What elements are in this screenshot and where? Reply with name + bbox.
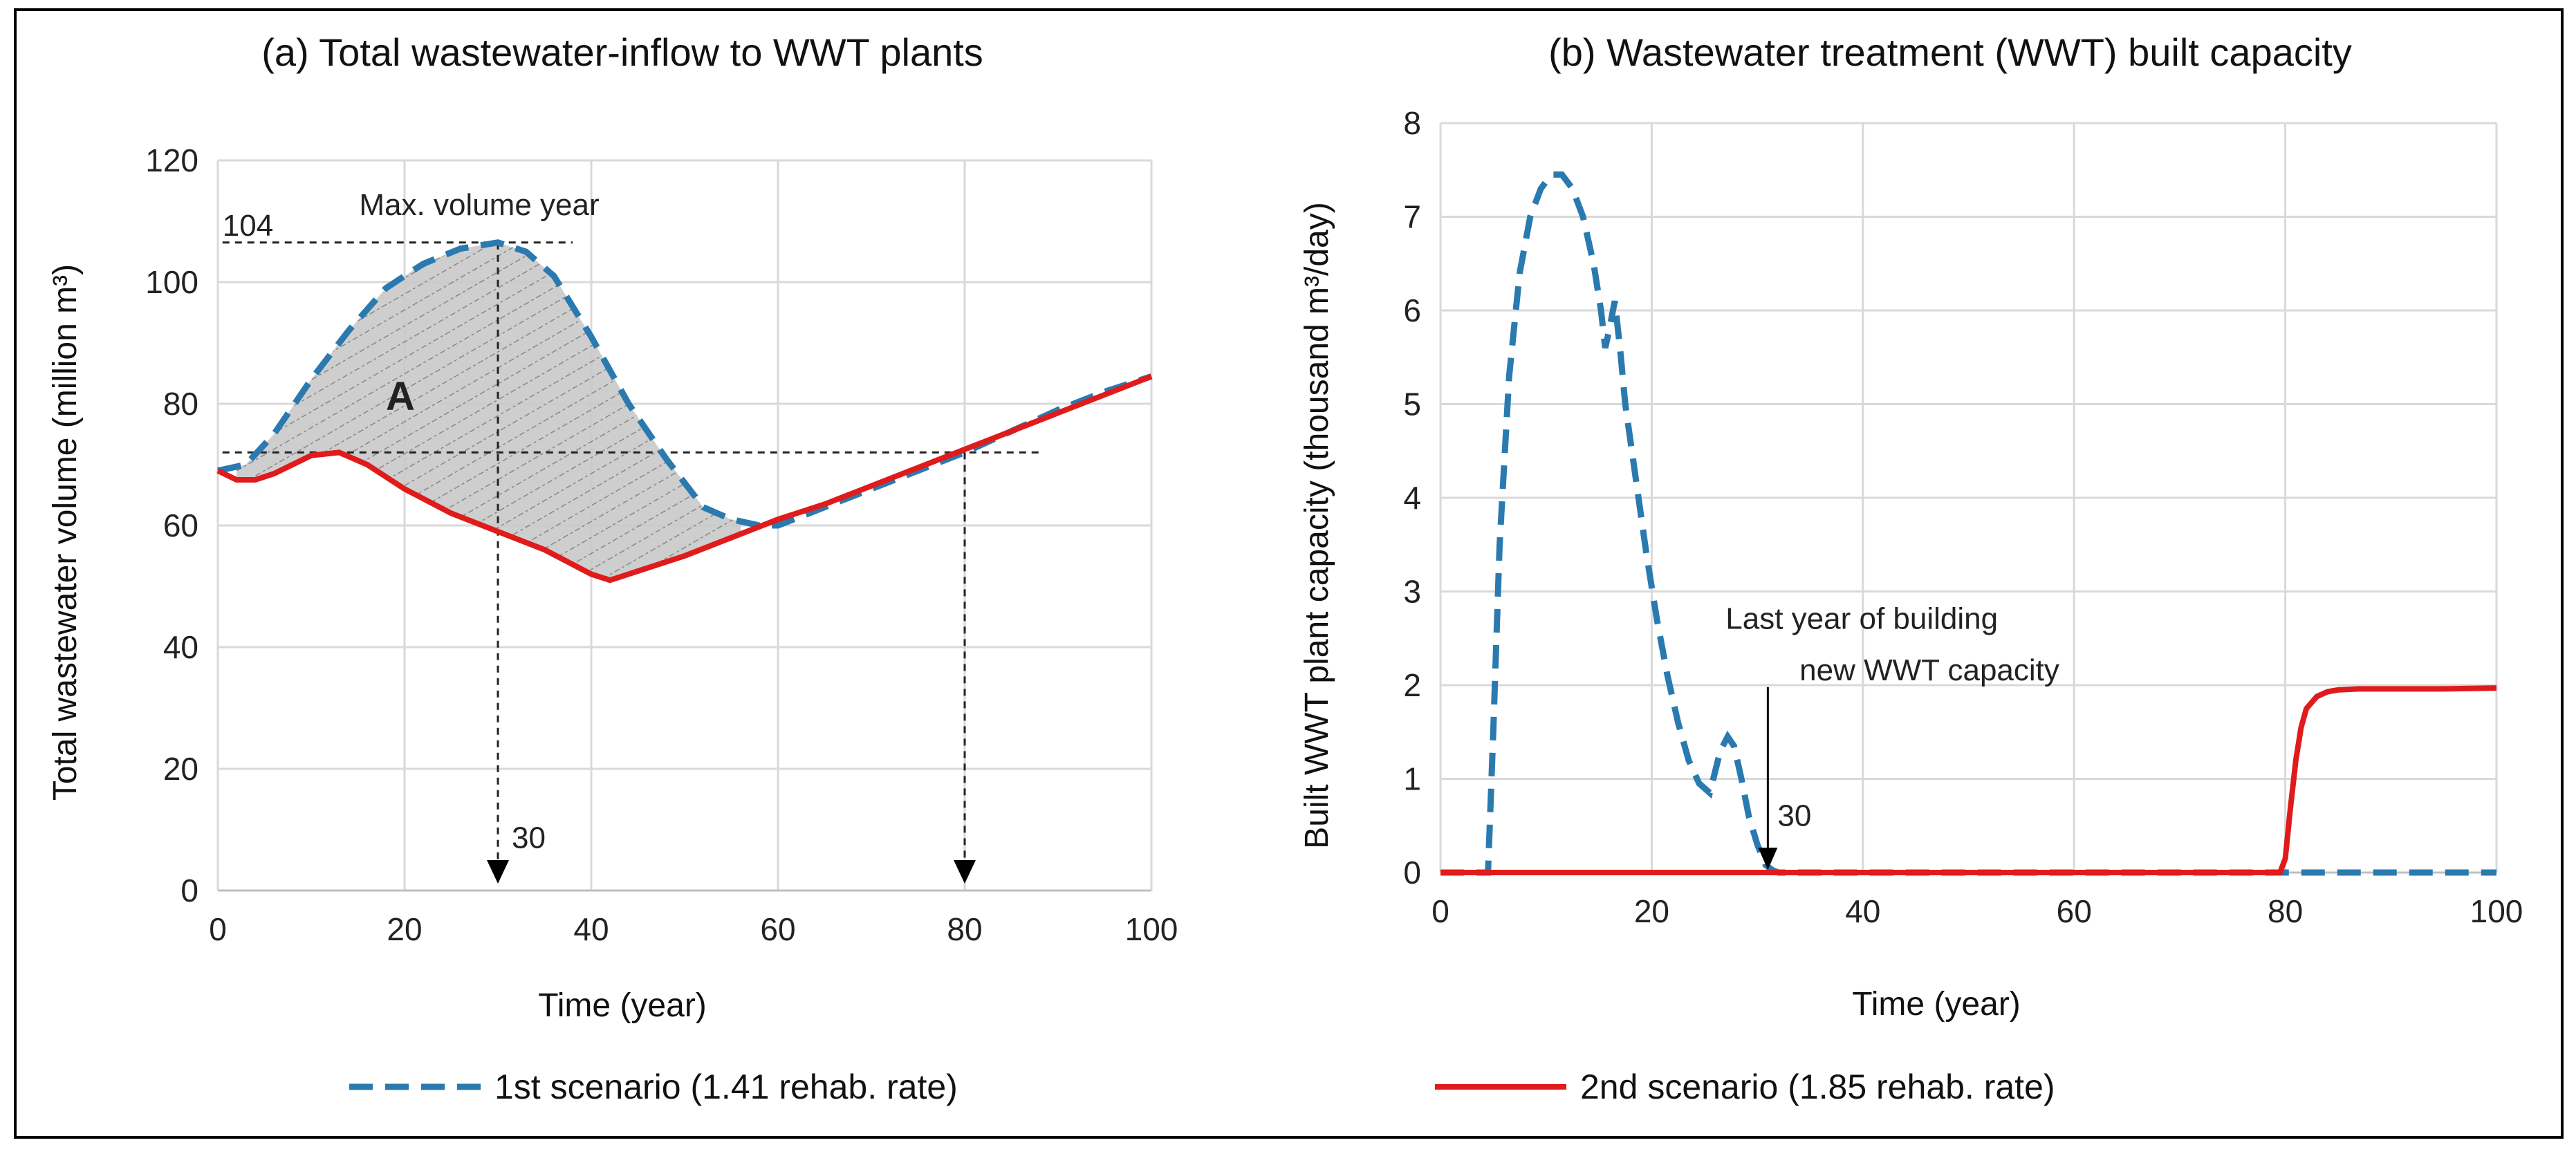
chart-b-title: (b) Wastewater treatment (WWT) built cap… <box>1548 30 2352 74</box>
chart-b-ytick: 6 <box>1403 292 1421 328</box>
chart-b-ytick: 3 <box>1403 574 1421 610</box>
chart-b-arrow-year-label: 30 <box>1777 799 1811 832</box>
max-volume-label: Max. volume year <box>359 188 599 222</box>
last-year-note-line-1: Last year of building <box>1725 602 1998 636</box>
legend-label-series-2: 2nd scenario (1.85 rehab. rate) <box>1580 1068 2055 1106</box>
legend-label-series-1: 1st scenario (1.41 rehab. rate) <box>494 1068 958 1106</box>
chart-b-ylabel: Built WWT plant capacity (thousand m³/da… <box>1299 202 1335 848</box>
chart-a-xtick: 20 <box>387 911 422 947</box>
chart-a-xlabel: Time (year) <box>538 987 707 1024</box>
chart-a-title: (a) Total wastewater-inflow to WWT plant… <box>261 30 983 74</box>
chart-b-series <box>1440 171 2497 876</box>
area-label: A <box>386 374 415 419</box>
chart-b-xtick: 60 <box>2057 893 2092 929</box>
chart-a-ticks: 0 20 40 60 80 100 0 20 40 60 80 100 120 <box>145 142 1178 947</box>
chart-a-arrow-year-label: 30 <box>512 821 546 855</box>
chart-a-ytick: 20 <box>163 751 198 787</box>
last-year-note-line-2: new WWT capacity <box>1799 653 2059 687</box>
legend: 1st scenario (1.41 rehab. rate) 2nd scen… <box>349 1068 2055 1106</box>
chart-b-ytick: 4 <box>1403 480 1421 516</box>
chart-a-ytick: 60 <box>163 507 198 543</box>
chart-b-ytick: 1 <box>1403 761 1421 797</box>
chart-b-guides <box>1758 687 1778 870</box>
chart-a-ytick: 80 <box>163 386 198 422</box>
chart-a-xtick: 40 <box>573 911 609 947</box>
chart-a-shaded-area <box>237 242 741 581</box>
chart-a-ytick: 0 <box>180 873 198 908</box>
chart-a-ytick: 100 <box>145 264 198 300</box>
chart-b-xtick: 0 <box>1431 893 1449 929</box>
chart-b-grid <box>1439 122 2498 874</box>
chart-b: (b) Wastewater treatment (WWT) built cap… <box>1299 30 2523 1023</box>
chart-b-series-2-line <box>1440 685 2497 875</box>
chart-b-xtick: 40 <box>1845 893 1880 929</box>
chart-a-series-2-line <box>216 373 1153 584</box>
chart-b-ytick: 0 <box>1403 855 1421 891</box>
chart-b-xtick: 20 <box>1634 893 1669 929</box>
year-arrow-80 <box>954 860 976 884</box>
chart-b-xtick: 80 <box>2268 893 2303 929</box>
chart-a-xtick: 80 <box>947 911 982 947</box>
max-volume-value: 104 <box>223 209 273 243</box>
figure-border <box>14 8 2564 1139</box>
chart-a-ytick: 40 <box>163 629 198 665</box>
chart-b-xtick: 100 <box>2470 893 2523 929</box>
chart-b-series-1-line <box>1440 171 2496 876</box>
chart-a-guides <box>222 241 1039 884</box>
chart-b-ticks: 0 20 40 60 80 100 0 1 2 3 4 5 6 7 8 <box>1403 105 2523 929</box>
chart-b-xlabel: Time (year) <box>1852 986 2021 1023</box>
chart-a-xtick: 60 <box>760 911 795 947</box>
last-year-arrow-head <box>1758 848 1778 870</box>
chart-a-ytick: 120 <box>145 142 198 178</box>
chart-b-ytick: 7 <box>1403 199 1421 235</box>
shaded-area-a <box>237 242 741 581</box>
year-arrow-30 <box>487 860 509 884</box>
chart-a-xtick: 0 <box>209 911 227 947</box>
chart-b-ytick: 8 <box>1403 105 1421 141</box>
chart-a: (a) Total wastewater-inflow to WWT plant… <box>47 30 1178 1024</box>
chart-a-series <box>216 239 1153 584</box>
chart-b-ytick: 5 <box>1403 386 1421 422</box>
chart-a-xtick: 100 <box>1125 911 1178 947</box>
chart-a-series-1-line <box>217 239 1153 529</box>
chart-a-ylabel: Total wastewater volume (million m³) <box>47 264 84 801</box>
chart-b-ytick: 2 <box>1403 667 1421 703</box>
